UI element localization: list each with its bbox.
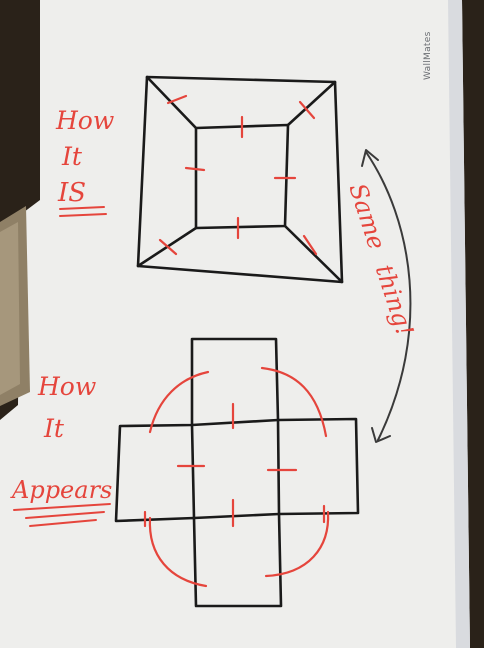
top-label-it: It xyxy=(62,142,82,171)
arc-br xyxy=(264,510,330,578)
cross-inner-top xyxy=(190,418,280,427)
double-arrow xyxy=(361,149,412,443)
diag-tr xyxy=(286,80,337,127)
arc-tl xyxy=(148,370,210,434)
bottom-label-it: It xyxy=(44,414,64,443)
arc-bl xyxy=(148,516,208,588)
bottom-figure xyxy=(114,337,360,608)
top-tick-marks xyxy=(158,94,318,256)
bottom-arcs xyxy=(148,366,330,588)
cross-inner-left xyxy=(190,423,196,520)
top-figure xyxy=(136,75,344,284)
diag-br xyxy=(283,224,344,284)
arrow-head-bottom xyxy=(371,427,391,443)
top-label-is: IS xyxy=(58,178,87,208)
label-underlines xyxy=(13,206,111,527)
cross-inner-right xyxy=(276,418,281,516)
bottom-label-how: How xyxy=(38,372,97,401)
arrow-curve xyxy=(365,151,412,441)
bottom-tick-marks xyxy=(143,402,326,528)
brand-logo: WallMates xyxy=(423,31,433,80)
cross-inner-bottom xyxy=(192,512,281,520)
bottom-label-appears: Appears xyxy=(12,476,113,504)
arc-tr xyxy=(260,366,328,438)
top-label-how: How xyxy=(56,106,115,135)
wood-clip-face xyxy=(0,222,20,395)
arrow-head-top xyxy=(361,149,379,167)
board-edge xyxy=(448,0,470,648)
